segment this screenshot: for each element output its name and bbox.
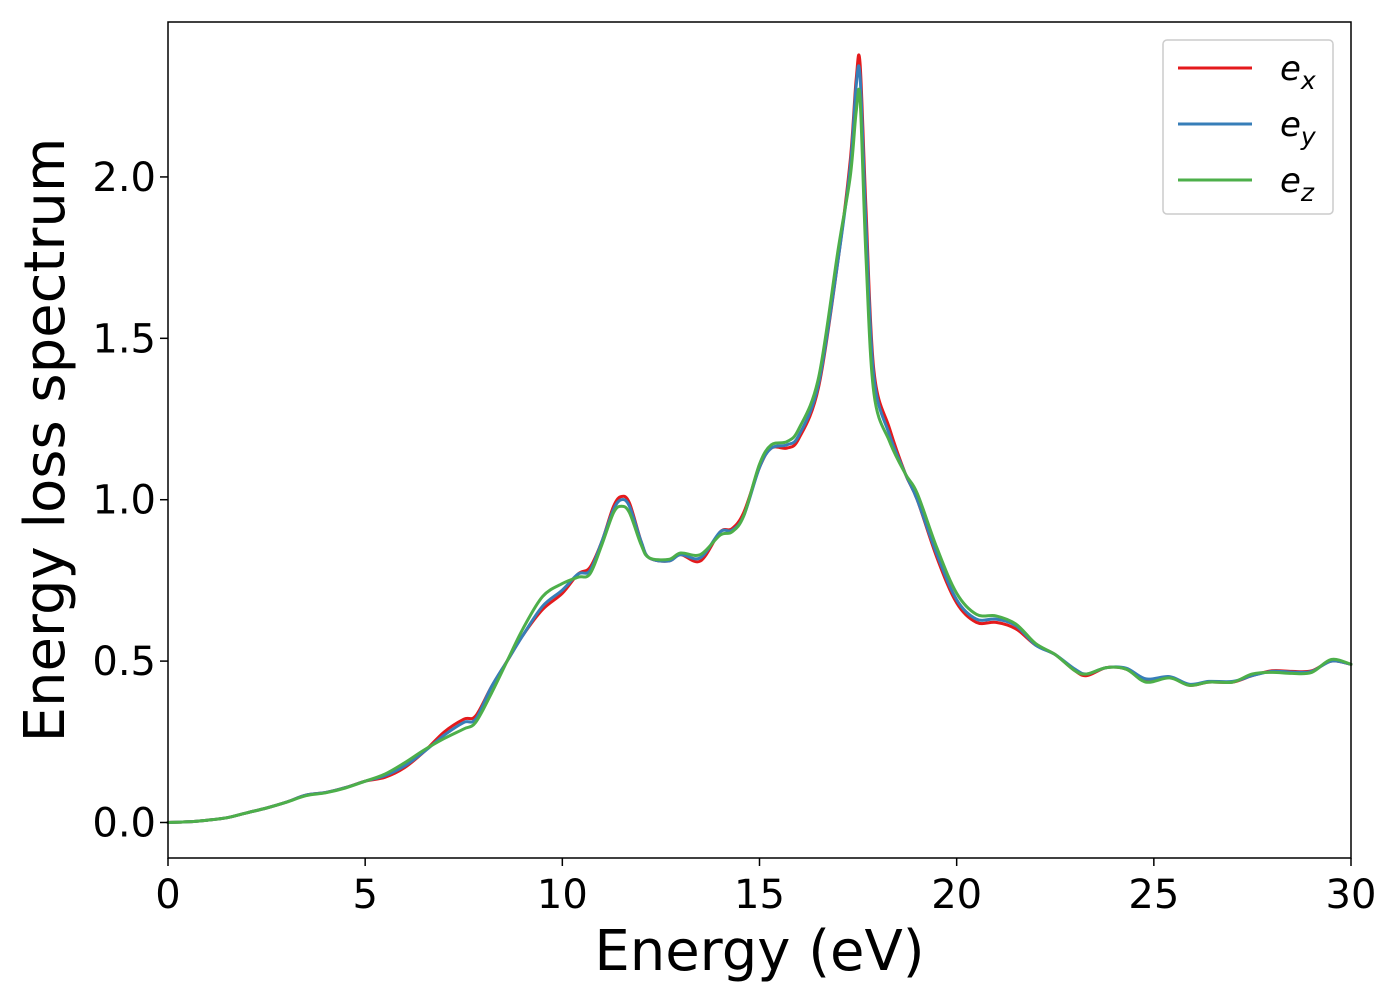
legend-frame: [1162, 39, 1334, 215]
x-tick-label: 5: [352, 872, 377, 918]
x-tick-label: 0: [155, 872, 180, 918]
x-axis-ticks: 0 5 10 15 20 25 30: [155, 858, 1376, 918]
y-tick-label: 0.5: [92, 639, 156, 685]
y-tick-label: 1.5: [92, 316, 156, 362]
x-axis-label: Energy (eV): [594, 919, 924, 984]
legend-label-ex: ex: [1280, 49, 1316, 95]
y-axis-label: Energy loss spectrum: [13, 138, 78, 743]
y-tick-label: 0.0: [92, 800, 156, 846]
x-tick-label: 15: [734, 872, 785, 918]
x-tick-label: 20: [931, 872, 982, 918]
series-layer: [166, 53, 1353, 824]
y-tick-label: 1.0: [92, 478, 156, 524]
x-tick-label: 10: [537, 872, 588, 918]
x-tick-label: 25: [1128, 872, 1179, 918]
y-tick-label: 2.0: [92, 155, 156, 201]
series-line-ez: [166, 87, 1353, 824]
x-tick-label: 30: [1326, 872, 1377, 918]
legend-label-ey: ey: [1280, 105, 1317, 151]
y-axis-ticks: 0.0 0.5 1.0 1.5 2.0: [92, 155, 168, 846]
